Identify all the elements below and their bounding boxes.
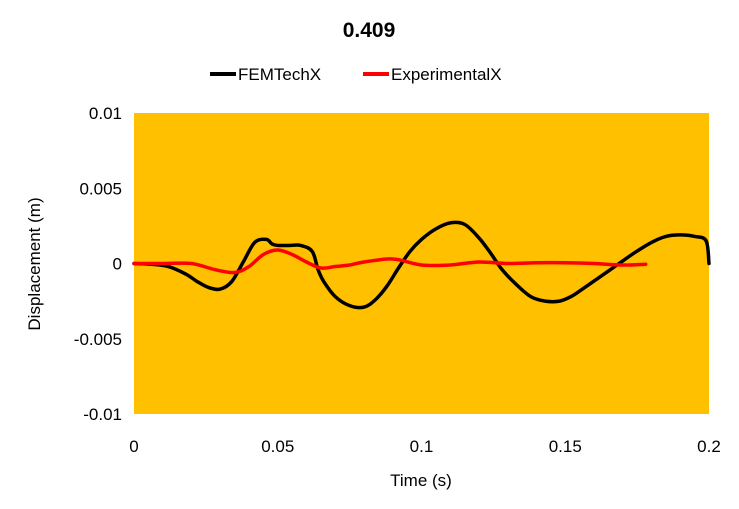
legend: FEMTechX ExperimentalX [210, 65, 502, 84]
series-layer [132, 220, 711, 310]
y-tick-label: -0.005 [74, 330, 122, 349]
x-axis-title: Time (s) [390, 471, 452, 490]
legend-label-experimentalx: ExperimentalX [391, 65, 502, 84]
y-axis-title: Displacement (m) [25, 197, 44, 330]
x-tick-label: 0.05 [261, 437, 294, 456]
x-axis-tick-labels: 0 0.05 0.1 0.15 0.2 [129, 437, 721, 456]
y-axis-tick-labels: 0.01 0.005 0 -0.005 -0.01 [74, 104, 122, 424]
series-line-experimentalx [132, 248, 648, 275]
y-tick-label: -0.01 [83, 405, 122, 424]
x-tick-label: 0.2 [697, 437, 721, 456]
y-tick-label: 0.01 [89, 104, 122, 123]
y-tick-label: 0.005 [79, 179, 122, 198]
series-line-femtechx [132, 220, 711, 310]
x-tick-label: 0.1 [410, 437, 434, 456]
y-tick-label: 0 [113, 255, 122, 274]
x-tick-label: 0.15 [549, 437, 582, 456]
legend-label-femtechx: FEMTechX [238, 65, 321, 84]
chart-title: 0.409 [343, 19, 396, 42]
x-tick-label: 0 [129, 437, 138, 456]
